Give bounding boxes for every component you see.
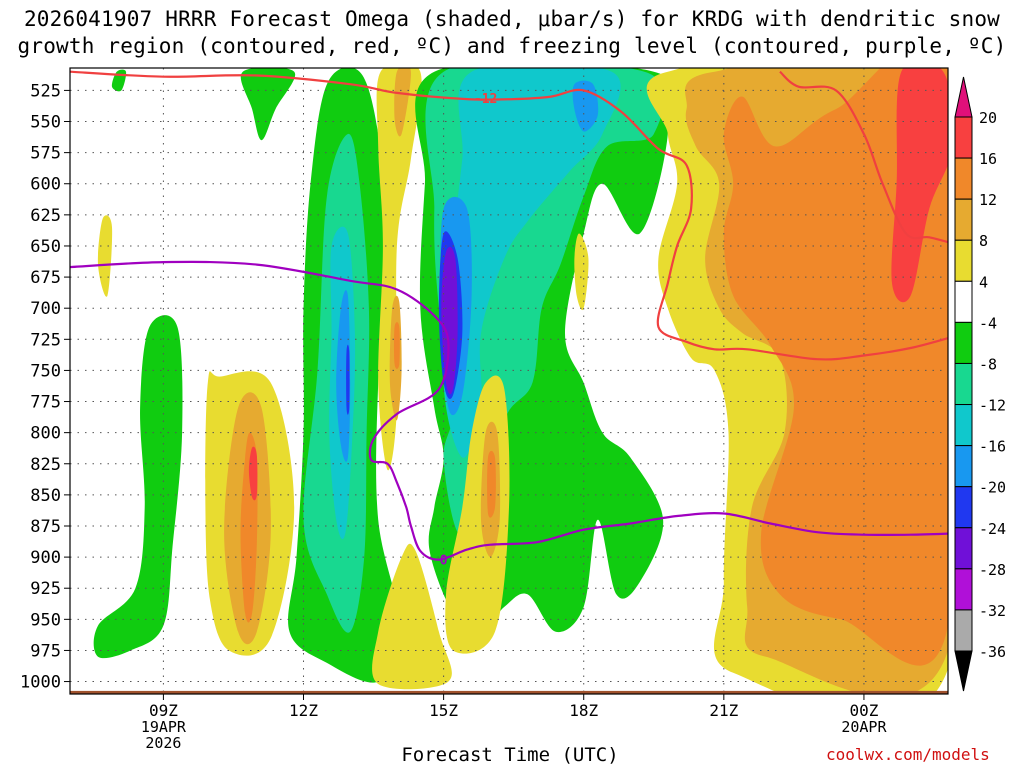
colorbar-bin-7 xyxy=(954,404,973,447)
contour-line-2 xyxy=(70,260,948,561)
omega-region-3 xyxy=(97,215,113,297)
colorbar-bin-6 xyxy=(954,362,973,406)
omega-region-0 xyxy=(111,69,127,92)
omega-region-31 xyxy=(723,68,948,666)
y-tick-label-600: 600 xyxy=(30,175,61,195)
y-tick-label-775: 775 xyxy=(30,393,61,413)
x-tick-label-12Z: 12Z xyxy=(289,701,318,720)
colorbar-label-10: -24 xyxy=(979,520,1006,538)
terrain-strip xyxy=(70,690,948,694)
plot-frame xyxy=(69,67,949,695)
colorbar-bin-12 xyxy=(954,609,973,652)
colorbar-label-5: -4 xyxy=(979,314,997,332)
colorbar-label-2: 12 xyxy=(979,191,997,209)
colorbar-label-11: -28 xyxy=(979,561,1006,579)
omega-region-2 xyxy=(93,315,183,659)
colorbar-label-12: -32 xyxy=(979,602,1006,620)
y-tick-label-675: 675 xyxy=(30,268,61,288)
colorbar-bin-2 xyxy=(954,198,973,241)
x-tick-label-21Z: 21Z xyxy=(709,701,738,720)
omega-region-11 xyxy=(336,290,351,462)
colorbar-label-7: -12 xyxy=(979,397,1006,415)
y-tick-label-550: 550 xyxy=(30,113,61,133)
colorbar-label-4: 4 xyxy=(979,273,988,291)
colorbar-bin-3 xyxy=(954,239,973,282)
y-tick-label-950: 950 xyxy=(30,610,61,630)
colorbar-bin-10 xyxy=(954,527,973,570)
contour-label-0: -12 xyxy=(474,92,497,107)
omega-region-28 xyxy=(574,233,589,311)
y-tick-label-800: 800 xyxy=(30,424,61,444)
y-tick-label-875: 875 xyxy=(30,517,61,537)
colorbar-under-triangle xyxy=(954,650,973,692)
omega-region-32 xyxy=(891,68,948,303)
y-tick-label-700: 700 xyxy=(30,299,61,319)
y-tick-label-850: 850 xyxy=(30,486,61,506)
colorbar-label-1: 16 xyxy=(979,150,997,168)
omega-region-13 xyxy=(376,68,422,471)
omega-region-12 xyxy=(346,344,350,415)
omega-region-16 xyxy=(394,322,400,369)
y-tick-label-575: 575 xyxy=(30,144,61,164)
omega-region-14 xyxy=(394,68,411,137)
x-tick-year-09Z: 2026 xyxy=(145,734,181,752)
colorbar-label-0: 20 xyxy=(979,109,997,127)
colorbar-bin-11 xyxy=(954,568,973,611)
x-tick-date-09Z: 19APR xyxy=(141,718,187,736)
colorbar-label-13: -36 xyxy=(979,643,1006,661)
contour-label-2: 0 xyxy=(440,554,448,569)
x-tick-label-15Z: 15Z xyxy=(429,701,458,720)
y-tick-label-900: 900 xyxy=(30,548,61,568)
colorbar-over-triangle xyxy=(954,76,973,118)
colorbar-bin-5 xyxy=(954,321,973,364)
y-tick-label-650: 650 xyxy=(30,237,61,257)
credit-text: coolwx.com/models xyxy=(826,745,990,764)
contour-line-0 xyxy=(70,70,948,361)
x-tick-label-18Z: 18Z xyxy=(569,701,598,720)
y-tick-label-1000: 1000 xyxy=(20,673,61,693)
y-tick-label-525: 525 xyxy=(30,81,61,101)
colorbar-label-3: 8 xyxy=(979,232,988,250)
omega-region-20 xyxy=(443,68,621,458)
omega-region-1 xyxy=(240,68,296,141)
colorbar-bin-1 xyxy=(954,157,973,200)
colorbar-label-8: -16 xyxy=(979,438,1006,456)
omega-region-7 xyxy=(248,446,258,501)
x-tick-date-00Z: 20APR xyxy=(841,718,887,736)
y-tick-label-975: 975 xyxy=(30,641,61,661)
omega-region-17 xyxy=(372,543,452,690)
colorbar-bin-8 xyxy=(954,445,973,488)
y-tick-label-825: 825 xyxy=(30,455,61,475)
x-tick-label-00Z: 00Z xyxy=(849,701,878,720)
x-tick-label-09Z: 09Z xyxy=(149,701,178,720)
y-tick-label-750: 750 xyxy=(30,361,61,381)
colorbar-label-6: -8 xyxy=(979,355,997,373)
chart-title: 2026041907 HRRR Forecast Omega (shaded, … xyxy=(17,7,1007,58)
x-axis-title: Forecast Time (UTC) xyxy=(401,744,619,766)
y-tick-label-625: 625 xyxy=(30,206,61,226)
omega-region-24 xyxy=(441,246,458,395)
omega-region-27 xyxy=(487,450,496,518)
contour-line-1 xyxy=(779,70,948,244)
colorbar-bin-9 xyxy=(954,486,973,529)
colorbar-bin-0 xyxy=(954,116,973,159)
y-tick-label-925: 925 xyxy=(30,579,61,599)
colorbar-bin-4 xyxy=(954,280,973,323)
y-tick-label-725: 725 xyxy=(30,330,61,350)
colorbar-label-9: -20 xyxy=(979,479,1006,497)
